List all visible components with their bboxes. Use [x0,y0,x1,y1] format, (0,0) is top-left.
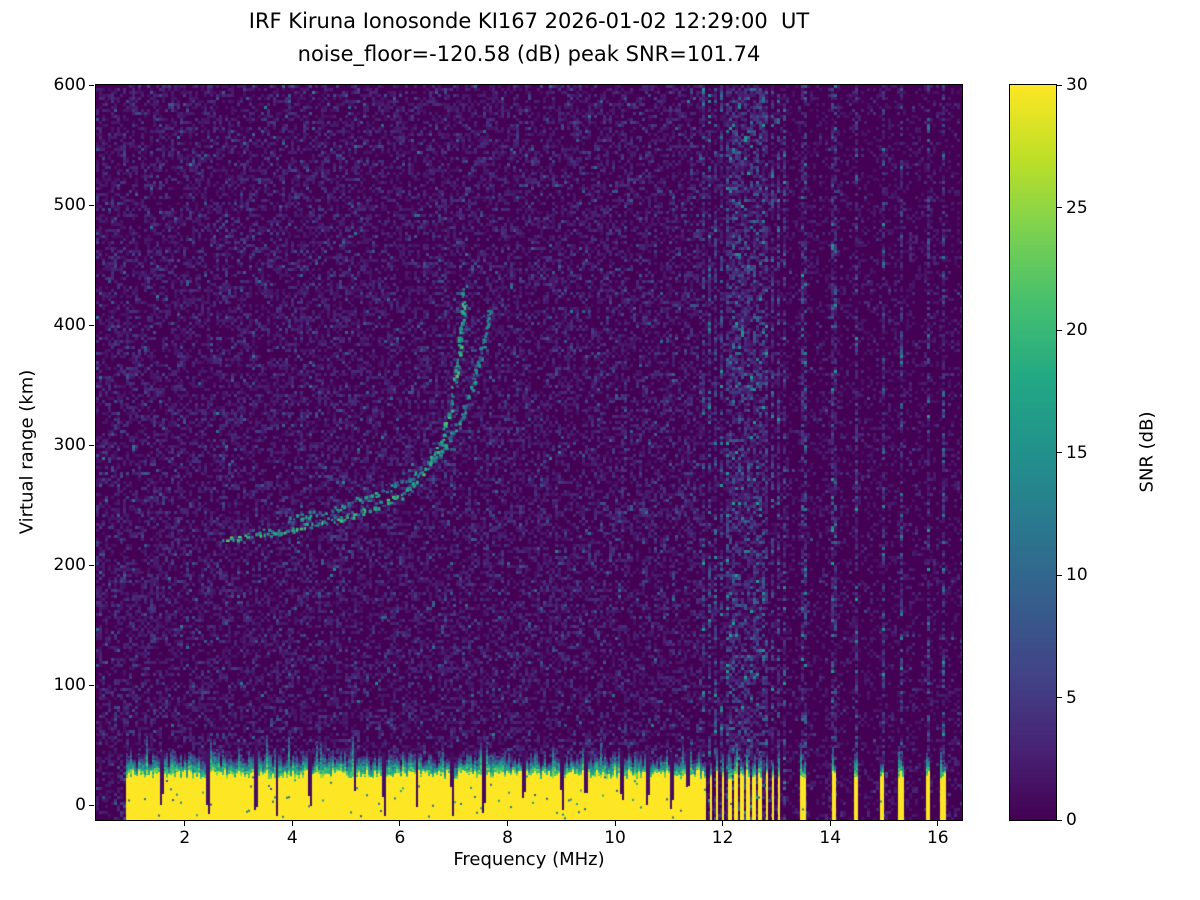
x-tick-label: 6 [394,828,406,848]
colorbar-tick-label: 15 [1066,442,1088,463]
colorbar-tick-label: 10 [1066,565,1088,585]
x-tick-mark [829,821,831,826]
colorbar-canvas [1009,84,1057,821]
x-tick-mark [506,821,508,826]
y-tick-mark [89,84,94,86]
chart-subtitle: noise_floor=-120.58 (dB) peak SNR=101.74 [297,42,761,66]
colorbar-tick-label: 5 [1066,687,1077,708]
y-tick-mark [89,684,94,686]
x-axis-label: Frequency (MHz) [453,849,605,870]
x-tick-mark [614,821,616,826]
y-tick-label: 500 [53,195,86,215]
y-tick-mark [89,444,94,446]
x-tick-mark [291,821,293,826]
colorbar-tick-mark [1057,574,1062,576]
colorbar-tick-label: 20 [1066,320,1088,340]
x-tick-mark [184,821,186,826]
y-tick-label: 400 [53,315,86,335]
y-tick-label: 600 [53,75,86,95]
y-tick-mark [89,204,94,206]
x-tick-label: 8 [502,828,513,848]
colorbar-tick-mark [1057,452,1062,453]
colorbar-tick-mark [1057,819,1062,821]
x-tick-mark [722,821,724,826]
y-tick-mark [89,804,94,806]
colorbar-tick-mark [1057,207,1062,208]
x-tick-label: 16 [926,828,949,848]
colorbar-tick-mark [1057,84,1062,86]
y-tick-label: 300 [53,435,86,455]
colorbar-label: SNR (dB) [1136,411,1158,493]
x-tick-label: 14 [819,828,842,848]
y-tick-label: 200 [53,555,86,575]
chart-title: IRF Kiruna Ionosonde KI167 2026-01-02 12… [248,9,810,33]
x-tick-mark [399,821,401,826]
y-tick-mark [89,564,94,566]
colorbar-tick-label: 0 [1066,810,1077,830]
colorbar-tick-mark [1057,329,1062,331]
colorbar-tick-mark [1057,697,1062,698]
y-tick-label: 100 [53,675,86,695]
x-tick-label: 2 [179,828,191,848]
heatmap-canvas [95,84,963,821]
colorbar-tick-label: 25 [1066,197,1088,218]
x-tick-label: 10 [604,828,626,848]
y-axis-label: Virtual range (km) [16,369,38,535]
colorbar-tick-label: 30 [1066,75,1088,95]
y-tick-label: 0 [75,795,86,815]
x-tick-label: 12 [711,828,734,848]
x-tick-label: 4 [286,828,298,848]
x-tick-mark [937,821,939,826]
y-tick-mark [89,324,94,326]
